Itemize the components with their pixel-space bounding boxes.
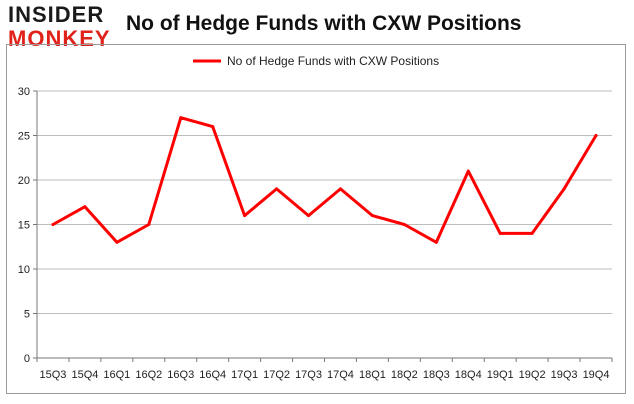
x-tick-label: 15Q3 bbox=[40, 369, 67, 381]
data-point bbox=[147, 223, 151, 226]
chart-title: No of Hedge Funds with CXW Positions bbox=[126, 12, 522, 35]
x-tick-label: 16Q3 bbox=[167, 369, 194, 381]
legend-label: No of Hedge Funds with CXW Positions bbox=[227, 54, 439, 68]
x-tick-label: 17Q2 bbox=[263, 369, 290, 381]
y-tick-label: 0 bbox=[24, 353, 30, 365]
data-point bbox=[498, 231, 502, 235]
y-tick-label: 15 bbox=[18, 220, 30, 232]
data-point bbox=[338, 187, 342, 191]
data-point bbox=[402, 223, 406, 226]
data-point bbox=[51, 223, 55, 226]
data-point bbox=[83, 205, 87, 209]
x-tick-label: 17Q3 bbox=[295, 369, 322, 381]
data-point bbox=[243, 214, 247, 218]
x-tick-label: 19Q4 bbox=[583, 369, 610, 381]
data-point bbox=[179, 116, 183, 120]
data-point bbox=[434, 240, 438, 244]
data-point bbox=[370, 214, 374, 218]
series-line bbox=[51, 116, 598, 244]
x-tick-label: 17Q4 bbox=[327, 369, 354, 381]
data-point bbox=[530, 231, 534, 235]
y-tick-label: 10 bbox=[18, 264, 30, 276]
data-point bbox=[115, 240, 119, 244]
gridlines bbox=[37, 90, 612, 359]
logo-line-1: INSIDER bbox=[8, 2, 105, 27]
y-tick-label: 30 bbox=[18, 86, 30, 98]
x-tick-labels: 15Q3 15Q4 16Q1 16Q2 16Q3 16Q4 17Q1 17Q2 17Q3 17Q4… bbox=[36, 358, 613, 381]
legend: No of Hedge Funds with CXW Positions bbox=[193, 54, 439, 68]
x-tick-label: 18Q4 bbox=[455, 369, 482, 381]
x-tick-label: 19Q2 bbox=[519, 369, 546, 381]
data-point bbox=[466, 169, 470, 173]
x-tick-label: 16Q2 bbox=[135, 369, 162, 381]
x-tick-label: 18Q3 bbox=[423, 369, 450, 381]
x-tick-label: 16Q1 bbox=[103, 369, 130, 381]
y-tick-label: 5 bbox=[24, 309, 30, 321]
plot-area-border bbox=[6, 44, 626, 394]
series-layer bbox=[51, 116, 598, 244]
x-tick-label: 16Q4 bbox=[199, 369, 226, 381]
data-point bbox=[594, 134, 598, 137]
y-tick-label: 20 bbox=[18, 175, 30, 187]
x-tick-label: 18Q2 bbox=[391, 369, 418, 381]
x-tick-label: 19Q1 bbox=[487, 369, 514, 381]
x-tick-label: 19Q3 bbox=[551, 369, 578, 381]
data-point bbox=[562, 187, 566, 191]
data-point bbox=[275, 187, 279, 191]
x-tick-label: 17Q1 bbox=[231, 369, 258, 381]
y-tick-labels: 0 5 10 15 20 25 30 bbox=[18, 86, 37, 365]
x-tick-label: 15Q4 bbox=[71, 369, 98, 381]
data-point bbox=[211, 125, 215, 129]
data-point bbox=[307, 214, 311, 218]
y-tick-label: 25 bbox=[18, 131, 30, 143]
x-tick-label: 18Q1 bbox=[359, 369, 386, 381]
